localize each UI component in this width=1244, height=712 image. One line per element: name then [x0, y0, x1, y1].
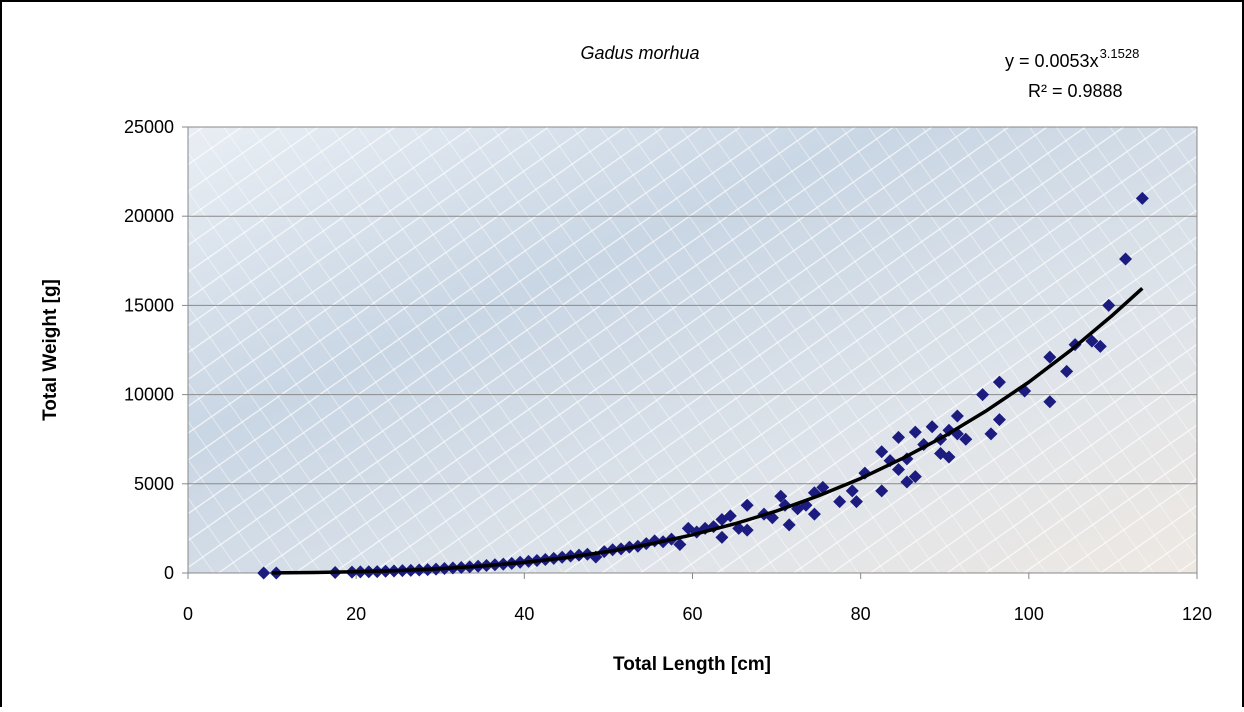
data-point [1043, 395, 1057, 409]
data-point [782, 518, 796, 532]
y-tick-label: 0 [164, 563, 174, 583]
data-point [845, 484, 859, 498]
data-point [1085, 334, 1099, 348]
equation: y = 0.0053x [1005, 51, 1099, 71]
data-point [942, 450, 956, 464]
y-tick-label: 15000 [124, 295, 174, 315]
plot-border [187, 126, 1198, 574]
data-point [1135, 191, 1149, 205]
data-point [959, 432, 973, 446]
data-point [875, 445, 889, 459]
data-point [673, 537, 687, 551]
data-point [992, 375, 1006, 389]
x-tick-label: 40 [514, 604, 534, 624]
x-tick-label: 0 [183, 604, 193, 624]
data-point [908, 470, 922, 484]
r-squared: R² = 0.9888 [1028, 81, 1123, 101]
data-point [1102, 298, 1116, 312]
data-point [984, 427, 998, 441]
data-point [1119, 252, 1133, 266]
data-point [1060, 364, 1074, 378]
plot-texture [188, 127, 1197, 573]
data-point [1043, 350, 1057, 364]
data-point [816, 480, 830, 494]
data-point [892, 463, 906, 477]
data-point [950, 409, 964, 423]
data-point [723, 509, 737, 523]
data-point [740, 498, 754, 512]
data-point [257, 566, 271, 580]
data-point [925, 420, 939, 434]
equation-exponent: 3.1528 [1100, 46, 1140, 61]
data-point [875, 484, 889, 498]
x-tick-label: 20 [346, 604, 366, 624]
data-point [992, 413, 1006, 427]
labels: Gadus morhua y = 0.0053x 3.1528 R² = 0.9… [40, 43, 1212, 675]
data-point [833, 495, 847, 509]
data-point [892, 430, 906, 444]
data-point [715, 530, 729, 544]
x-tick-label: 120 [1182, 604, 1212, 624]
x-tick-label: 100 [1014, 604, 1044, 624]
data-point [807, 507, 821, 521]
x-tick-label: 80 [851, 604, 871, 624]
marks [257, 191, 1149, 580]
x-tick-label: 60 [682, 604, 702, 624]
trendline [272, 286, 1144, 575]
y-axis-title: Total Weight [g] [40, 279, 61, 421]
data-point [908, 425, 922, 439]
data-point [1093, 339, 1107, 353]
x-axis-title: Total Length [cm] [613, 654, 771, 675]
data-point [900, 475, 914, 489]
plot-background [188, 127, 1197, 573]
data-point [849, 495, 863, 509]
data-point [976, 388, 990, 402]
y-tick-label: 20000 [124, 206, 174, 226]
data-point [740, 523, 754, 537]
y-tick-label: 5000 [134, 474, 174, 494]
chart-title: Gadus morhua [580, 43, 699, 63]
y-tick-label: 25000 [124, 117, 174, 137]
data-point [774, 489, 788, 503]
y-tick-label: 10000 [124, 385, 174, 405]
data-point [765, 511, 779, 525]
